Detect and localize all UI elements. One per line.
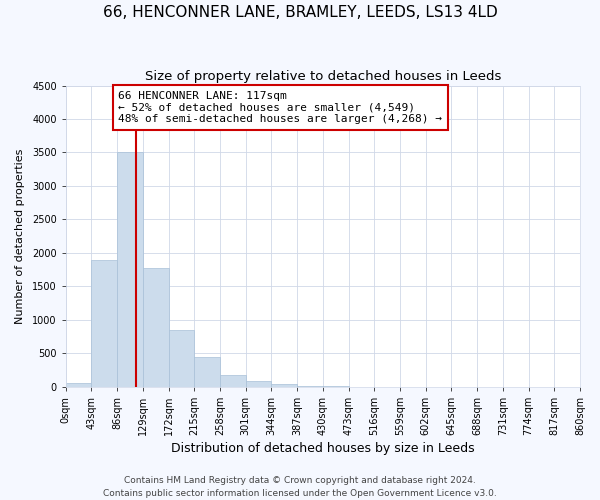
Bar: [246, 381, 271, 386]
Bar: [91, 260, 117, 386]
Bar: [271, 384, 297, 386]
Bar: [194, 356, 220, 386]
Text: 66 HENCONNER LANE: 117sqm
← 52% of detached houses are smaller (4,549)
48% of se: 66 HENCONNER LANE: 117sqm ← 52% of detac…: [118, 91, 442, 124]
Bar: [66, 384, 91, 386]
Bar: [117, 152, 143, 386]
Title: Size of property relative to detached houses in Leeds: Size of property relative to detached ho…: [145, 70, 501, 83]
Text: Contains HM Land Registry data © Crown copyright and database right 2024.
Contai: Contains HM Land Registry data © Crown c…: [103, 476, 497, 498]
Bar: [143, 268, 169, 386]
Bar: [169, 330, 194, 386]
Text: 66, HENCONNER LANE, BRAMLEY, LEEDS, LS13 4LD: 66, HENCONNER LANE, BRAMLEY, LEEDS, LS13…: [103, 5, 497, 20]
Bar: [220, 375, 246, 386]
X-axis label: Distribution of detached houses by size in Leeds: Distribution of detached houses by size …: [171, 442, 475, 455]
Y-axis label: Number of detached properties: Number of detached properties: [15, 148, 25, 324]
